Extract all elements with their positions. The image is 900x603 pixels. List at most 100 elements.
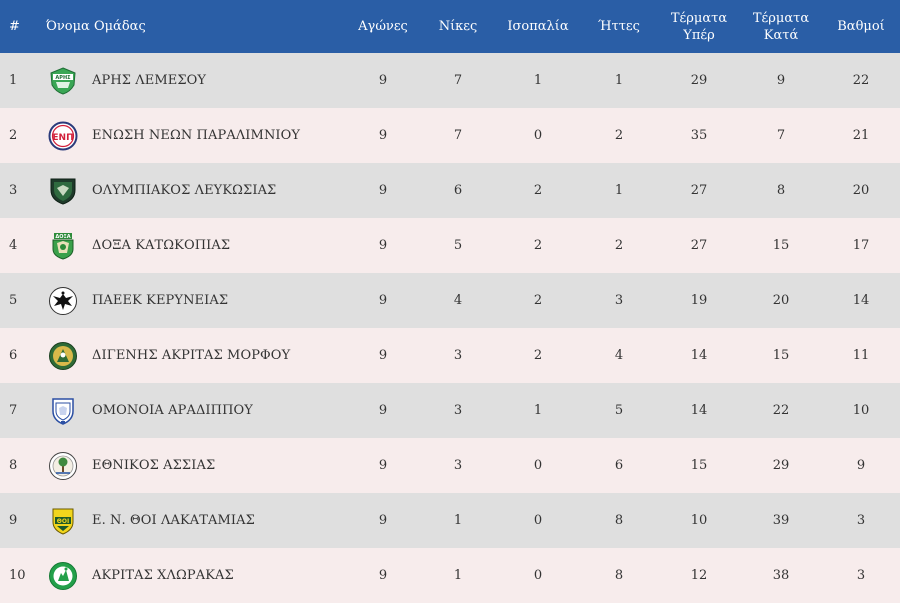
goals-for-header: Τέρματα Υπέρ	[658, 0, 740, 53]
goals-against-header-line2: Κατά	[763, 27, 799, 43]
wins-cell: 3	[453, 458, 463, 473]
team-cell: ΘΟΙ Ε. Ν. ΘΟΙ ΛΑΚΑΤΑΜΙΑΣ	[46, 493, 346, 548]
losses-cell: 8	[614, 568, 624, 583]
team-name: ΑΡΗΣ ΛΕΜΕΣΟΥ	[92, 73, 207, 88]
wins-cell: 1	[453, 568, 463, 583]
draws-cell: 0	[533, 458, 543, 473]
team-cell: ΑΡΗΣ ΑΡΗΣ ΛΕΜΕΣΟΥ	[46, 53, 346, 108]
draws-cell: 2	[533, 293, 543, 308]
goals-against-cell: 15	[772, 238, 790, 253]
team-info: ΑΡΗΣ ΑΡΗΣ ΛΕΜΕΣΟΥ	[46, 66, 346, 96]
table-row: 7 ΟΜΟΝΟΙΑ ΑΡΑΔΙΠΠΟΥ 9 3 1 5 14 22 10	[0, 383, 900, 438]
wins-cell: 3	[453, 348, 463, 363]
team-name: ΕΘΝΙΚΟΣ ΑΣΣΙΑΣ	[92, 458, 216, 473]
doxa-katokopias-crest-icon: ΔΟΞΑ	[48, 231, 78, 261]
team-info: ΠΑΕΕΚ ΚΕΡΥΝΕΙΑΣ	[46, 286, 346, 316]
goals-for-cell: 15	[690, 458, 708, 473]
played-cell: 9	[378, 513, 388, 528]
table-row: 5 ΠΑΕΕΚ ΚΕΡΥΝΕΙΑΣ 9 4 2 3 19 20 14	[0, 273, 900, 328]
losses-cell: 6	[614, 458, 624, 473]
team-cell: ΔΟΞΑ ΔΟΞΑ ΚΑΤΩΚΟΠΙΑΣ	[46, 218, 346, 273]
rank-cell: 8	[9, 458, 18, 473]
played-cell: 9	[378, 403, 388, 418]
goals-against-header: Τέρματα Κατά	[740, 0, 822, 53]
rank-cell: 5	[9, 293, 18, 308]
losses-cell: 1	[614, 73, 624, 88]
ethnikos-assias-crest-icon	[48, 451, 78, 481]
wins-cell: 7	[453, 73, 463, 88]
team-name-header-label: Όνομα Ομάδας	[46, 19, 146, 34]
played-cell: 9	[378, 238, 388, 253]
goals-for-cell: 10	[690, 513, 708, 528]
olympiakos-nicosia-crest-icon	[48, 176, 78, 206]
draws-cell: 1	[533, 403, 543, 418]
team-info: ΘΟΙ Ε. Ν. ΘΟΙ ΛΑΚΑΤΑΜΙΑΣ	[46, 506, 346, 536]
svg-text:ΘΟΙ: ΘΟΙ	[57, 518, 69, 525]
draws-cell: 0	[533, 513, 543, 528]
rank-cell: 10	[9, 568, 26, 583]
team-name: ΔΙΓΕΝΗΣ ΑΚΡΙΤΑΣ ΜΟΡΦΟΥ	[92, 348, 291, 363]
played-cell: 9	[378, 568, 388, 583]
goals-for-cell: 27	[690, 183, 708, 198]
table-row: 4 ΔΟΞΑ ΔΟΞΑ ΚΑΤΩΚΟΠΙΑΣ 9 5 2 2 27 15 17	[0, 218, 900, 273]
team-cell: ΟΜΟΝΟΙΑ ΑΡΑΔΙΠΠΟΥ	[46, 383, 346, 438]
team-cell: ΟΛΥΜΠΙΑΚΟΣ ΛΕΥΚΩΣΙΑΣ	[46, 163, 346, 218]
played-cell: 9	[378, 183, 388, 198]
akritas-chlorakas-crest-icon	[48, 561, 78, 591]
draws-header: Ισοπαλία	[507, 19, 569, 34]
table-row: 2 ΕΝΠ ΕΝΩΣΗ ΝΕΩΝ ΠΑΡΑΛΙΜΝΙΟΥ 9 7 0 2 35 …	[0, 108, 900, 163]
rank-header: #	[9, 19, 20, 34]
points-cell: 22	[852, 73, 870, 88]
wins-cell: 7	[453, 128, 463, 143]
goals-for-cell: 19	[690, 293, 708, 308]
played-cell: 9	[378, 348, 388, 363]
goals-against-cell: 29	[772, 458, 790, 473]
team-info: ΟΛΥΜΠΙΑΚΟΣ ΛΕΥΚΩΣΙΑΣ	[46, 176, 346, 206]
svg-text:ΔΟΞΑ: ΔΟΞΑ	[55, 234, 70, 240]
played-cell: 9	[378, 293, 388, 308]
team-info: ΔΙΓΕΝΗΣ ΑΚΡΙΤΑΣ ΜΟΡΦΟΥ	[46, 341, 346, 371]
losses-cell: 1	[614, 183, 624, 198]
points-cell: 14	[852, 293, 870, 308]
team-name: ΕΝΩΣΗ ΝΕΩΝ ΠΑΡΑΛΙΜΝΙΟΥ	[92, 128, 301, 143]
wins-cell: 5	[453, 238, 463, 253]
aris-limassol-crest-icon: ΑΡΗΣ	[48, 66, 78, 96]
table-header: # Όνομα Ομάδας Αγώνες Νίκες Ισοπαλία Ήττ…	[0, 0, 900, 53]
wins-cell: 1	[453, 513, 463, 528]
goals-for-cell: 27	[690, 238, 708, 253]
rank-cell: 4	[9, 238, 18, 253]
team-name: Ε. Ν. ΘΟΙ ΛΑΚΑΤΑΜΙΑΣ	[92, 513, 255, 528]
enosis-paralimni-crest-icon: ΕΝΠ	[48, 121, 78, 151]
omonia-aradippou-crest-icon	[48, 396, 78, 426]
team-cell: ΠΑΕΕΚ ΚΕΡΥΝΕΙΑΣ	[46, 273, 346, 328]
svg-text:ΕΝΠ: ΕΝΠ	[52, 133, 73, 143]
losses-cell: 3	[614, 293, 624, 308]
team-info: ΟΜΟΝΟΙΑ ΑΡΑΔΙΠΠΟΥ	[46, 396, 346, 426]
goals-against-cell: 9	[776, 73, 786, 88]
table-row: 9 ΘΟΙ Ε. Ν. ΘΟΙ ΛΑΚΑΤΑΜΙΑΣ 9 1 0 8 10 39…	[0, 493, 900, 548]
points-cell: 10	[852, 403, 870, 418]
goals-against-cell: 8	[776, 183, 786, 198]
draws-cell: 2	[533, 238, 543, 253]
goals-against-header-line1: Τέρματα	[752, 10, 810, 26]
team-cell: ΕΘΝΙΚΟΣ ΑΣΣΙΑΣ	[46, 438, 346, 493]
rank-cell: 9	[9, 513, 18, 528]
table-row: 1 ΑΡΗΣ ΑΡΗΣ ΛΕΜΕΣΟΥ 9 7 1 1 29 9 22	[0, 53, 900, 108]
table-row: 6 ΔΙΓΕΝΗΣ ΑΚΡΙΤΑΣ ΜΟΡΦΟΥ 9 3 2 4 14 15 1…	[0, 328, 900, 383]
team-name: ΠΑΕΕΚ ΚΕΡΥΝΕΙΑΣ	[92, 293, 229, 308]
goals-against-cell: 39	[772, 513, 790, 528]
goals-for-cell: 14	[690, 348, 708, 363]
table-row: 10 ΑΚΡΙΤΑΣ ΧΛΩΡΑΚΑΣ 9 1 0 8 12 38 3	[0, 548, 900, 603]
goals-for-header-line1: Τέρματα	[670, 10, 728, 26]
losses-cell: 4	[614, 348, 624, 363]
team-cell: ΕΝΠ ΕΝΩΣΗ ΝΕΩΝ ΠΑΡΑΛΙΜΝΙΟΥ	[46, 108, 346, 163]
wins-cell: 6	[453, 183, 463, 198]
team-name: ΟΛΥΜΠΙΑΚΟΣ ΛΕΥΚΩΣΙΑΣ	[92, 183, 277, 198]
draws-cell: 0	[533, 128, 543, 143]
rank-cell: 6	[9, 348, 18, 363]
goals-for-header-line2: Υπέρ	[683, 27, 715, 43]
team-name: ΑΚΡΙΤΑΣ ΧΛΩΡΑΚΑΣ	[92, 568, 234, 583]
team-info: ΕΝΠ ΕΝΩΣΗ ΝΕΩΝ ΠΑΡΑΛΙΜΝΙΟΥ	[46, 121, 346, 151]
draws-cell: 0	[533, 568, 543, 583]
draws-cell: 2	[533, 183, 543, 198]
